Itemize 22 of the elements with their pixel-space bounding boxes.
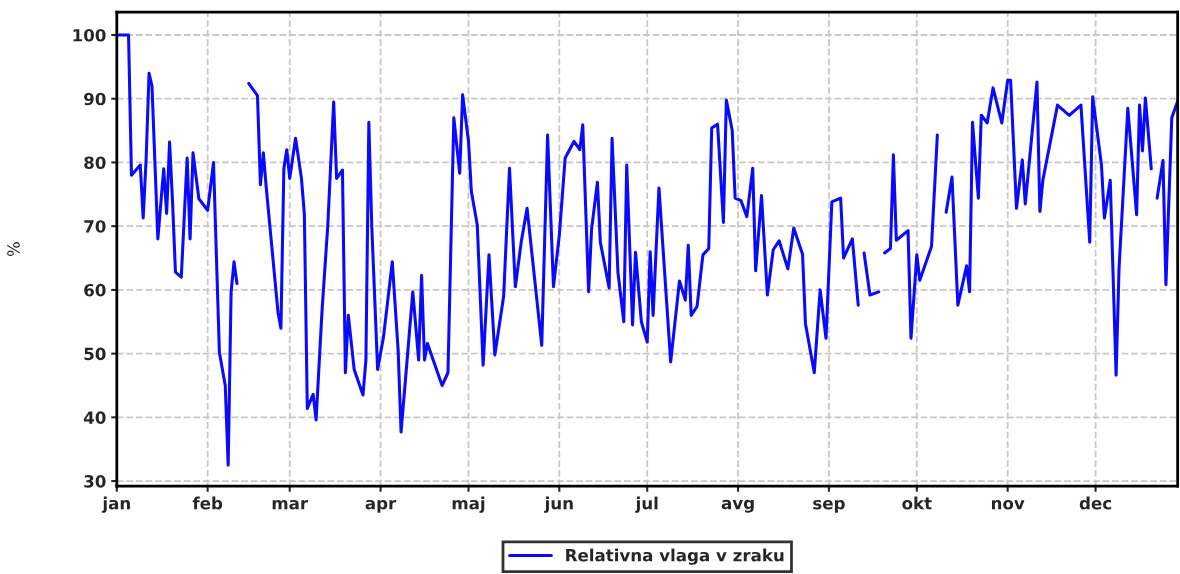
x-tick-label: sep xyxy=(813,499,845,513)
x-tick-label: dec xyxy=(1079,496,1112,510)
y-tick-label: 70 xyxy=(84,220,106,233)
x-tick-label: mar xyxy=(272,499,309,510)
x-tick-label: jan xyxy=(101,496,130,513)
y-tick-label: 50 xyxy=(84,347,106,361)
x-tick-label: jul xyxy=(635,496,658,513)
y-tick-label: 100 xyxy=(73,28,106,42)
x-tick-label: maj xyxy=(452,496,485,513)
y-tick-label: 30 xyxy=(84,475,106,488)
y-tick-label: 90 xyxy=(84,92,106,106)
x-tick-label: avg xyxy=(721,499,754,513)
y-tick-label: 80 xyxy=(84,156,106,170)
legend-label: Relativna vlaga v zraku xyxy=(566,548,784,565)
x-tick-label: nov xyxy=(991,499,1025,510)
x-tick-label: feb xyxy=(192,496,223,510)
x-tick-label: apr xyxy=(365,499,397,513)
y-tick-label: 60 xyxy=(84,283,106,297)
x-tick-label: jun xyxy=(544,496,573,513)
y-tick-label: 40 xyxy=(83,411,106,424)
x-tick-label: okt xyxy=(902,496,932,510)
y-axis-title: % xyxy=(7,242,20,257)
